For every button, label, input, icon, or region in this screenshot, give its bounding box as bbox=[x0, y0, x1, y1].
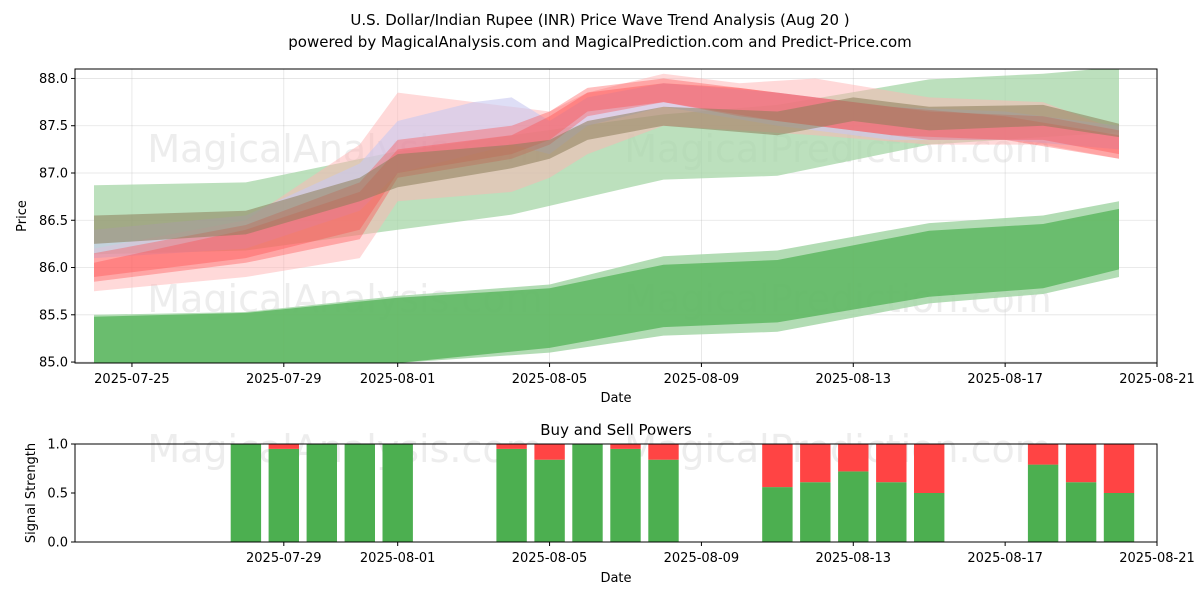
signal-xtick-label-3: 2025-08-09 bbox=[664, 551, 740, 566]
sell-bar-2025-08-18 bbox=[1027, 444, 1059, 465]
buy-bar-2025-08-19 bbox=[1065, 482, 1097, 542]
buy-bar-2025-07-30 bbox=[306, 444, 337, 542]
price-band-7 bbox=[94, 78, 1119, 277]
buy-bar-2025-08-13 bbox=[838, 471, 869, 542]
buy-bar-2025-07-31 bbox=[344, 444, 375, 542]
price-chart: MagicalAnalysis.com MagicalPrediction.co… bbox=[15, 68, 1195, 406]
price-xtick-label-5: 2025-08-13 bbox=[815, 372, 891, 387]
price-xtick-label-3: 2025-08-05 bbox=[512, 372, 588, 387]
buy-bar-2025-08-20 bbox=[1103, 493, 1135, 542]
chart-title: U.S. Dollar/Indian Rupee (INR) Price Wav… bbox=[350, 11, 849, 29]
sell-bar-2025-08-20 bbox=[1103, 444, 1135, 493]
buy-bar-2025-07-29 bbox=[268, 448, 299, 542]
price-band-6 bbox=[94, 83, 1119, 282]
price-y-ticks: 85.0 85.5 86.0 86.5 87.0 87.5 88.0 bbox=[39, 72, 75, 371]
chart-subtitle: powered by MagicalAnalysis.com and Magic… bbox=[288, 33, 912, 51]
watermark-prediction-3: MagicalPrediction.com bbox=[624, 427, 1052, 471]
price-ylabel: Price bbox=[15, 200, 30, 232]
price-band-3 bbox=[94, 208, 1119, 363]
buy-bar-2025-08-01 bbox=[382, 444, 413, 542]
sell-bar-2025-08-14 bbox=[876, 444, 907, 483]
sell-bar-2025-07-29 bbox=[268, 444, 299, 449]
price-ytick-label-4: 87.0 bbox=[39, 166, 68, 181]
buy-bar-2025-08-14 bbox=[876, 482, 907, 542]
signal-watermarks: MagicalAnalysis.com MagicalPrediction.co… bbox=[147, 427, 1051, 471]
buy-bar-2025-07-28 bbox=[230, 444, 262, 542]
price-band-8 bbox=[94, 97, 1119, 244]
signal-xtick-label-6: 2025-08-21 bbox=[1119, 551, 1195, 566]
buy-bar-2025-08-05 bbox=[534, 459, 565, 542]
sell-bar-2025-08-13 bbox=[838, 444, 869, 472]
signal-xtick-label-0: 2025-07-29 bbox=[246, 551, 322, 566]
sell-bar-2025-08-07 bbox=[610, 444, 641, 449]
buy-bar-2025-08-07 bbox=[610, 448, 641, 542]
buy-bar-2025-08-15 bbox=[914, 493, 945, 542]
signal-ytick-label-1: 0.5 bbox=[47, 487, 68, 502]
price-ytick-label-0: 85.0 bbox=[39, 356, 68, 371]
signal-ylabel: Signal Strength bbox=[24, 443, 39, 543]
signal-xtick-label-1: 2025-08-01 bbox=[360, 551, 436, 566]
sell-bar-2025-08-08 bbox=[648, 444, 679, 460]
sell-bar-2025-08-11 bbox=[762, 444, 793, 488]
signal-bars bbox=[230, 444, 1135, 542]
price-x-ticks: 2025-07-25 2025-07-29 2025-08-01 2025-08-05… bbox=[94, 363, 1195, 387]
price-ytick-label-2: 86.0 bbox=[39, 261, 68, 276]
sell-bar-2025-08-12 bbox=[800, 444, 831, 483]
price-ytick-label-6: 88.0 bbox=[39, 72, 68, 87]
buy-bar-2025-08-11 bbox=[762, 487, 793, 542]
sell-bar-2025-08-19 bbox=[1065, 444, 1097, 483]
sell-bar-2025-08-05 bbox=[534, 444, 565, 460]
price-band-5 bbox=[94, 83, 1119, 259]
signal-y-ticks: 0.0 0.5 1.0 bbox=[47, 438, 75, 551]
signal-xtick-label-4: 2025-08-13 bbox=[815, 551, 891, 566]
price-xtick-label-2: 2025-08-01 bbox=[360, 372, 436, 387]
signal-chart: Buy and Sell Powers MagicalAnalysis.com … bbox=[24, 421, 1195, 586]
signal-ytick-label-2: 1.0 bbox=[47, 438, 68, 453]
buy-bar-2025-08-04 bbox=[496, 448, 527, 542]
signal-xtick-label-2: 2025-08-05 bbox=[512, 551, 588, 566]
price-xtick-label-4: 2025-08-09 bbox=[664, 372, 740, 387]
price-xtick-label-7: 2025-08-21 bbox=[1119, 372, 1195, 387]
price-ytick-label-5: 87.5 bbox=[39, 119, 68, 134]
buy-bar-2025-08-06 bbox=[572, 444, 603, 542]
buy-bar-2025-08-18 bbox=[1027, 464, 1059, 542]
price-xlabel: Date bbox=[600, 391, 631, 406]
price-bands bbox=[94, 69, 1119, 363]
price-xtick-label-6: 2025-08-17 bbox=[967, 372, 1043, 387]
signal-chart-title: Buy and Sell Powers bbox=[540, 421, 692, 439]
buy-bar-2025-08-12 bbox=[800, 482, 831, 542]
price-plot-frame bbox=[74, 68, 1158, 364]
sell-bar-2025-08-15 bbox=[914, 444, 945, 493]
buy-bar-2025-08-08 bbox=[648, 459, 679, 542]
price-ytick-label-3: 86.5 bbox=[39, 214, 68, 229]
signal-x-ticks: 2025-07-29 2025-08-01 2025-08-05 2025-08-09… bbox=[246, 542, 1195, 566]
sell-bar-2025-08-04 bbox=[496, 444, 527, 449]
price-xtick-label-0: 2025-07-25 bbox=[94, 372, 170, 387]
price-ytick-label-1: 85.5 bbox=[39, 308, 68, 323]
signal-xlabel: Date bbox=[600, 571, 631, 586]
price-xtick-label-1: 2025-07-29 bbox=[246, 372, 322, 387]
signal-ytick-label-0: 0.0 bbox=[47, 536, 68, 551]
signal-xtick-label-5: 2025-08-17 bbox=[967, 551, 1043, 566]
